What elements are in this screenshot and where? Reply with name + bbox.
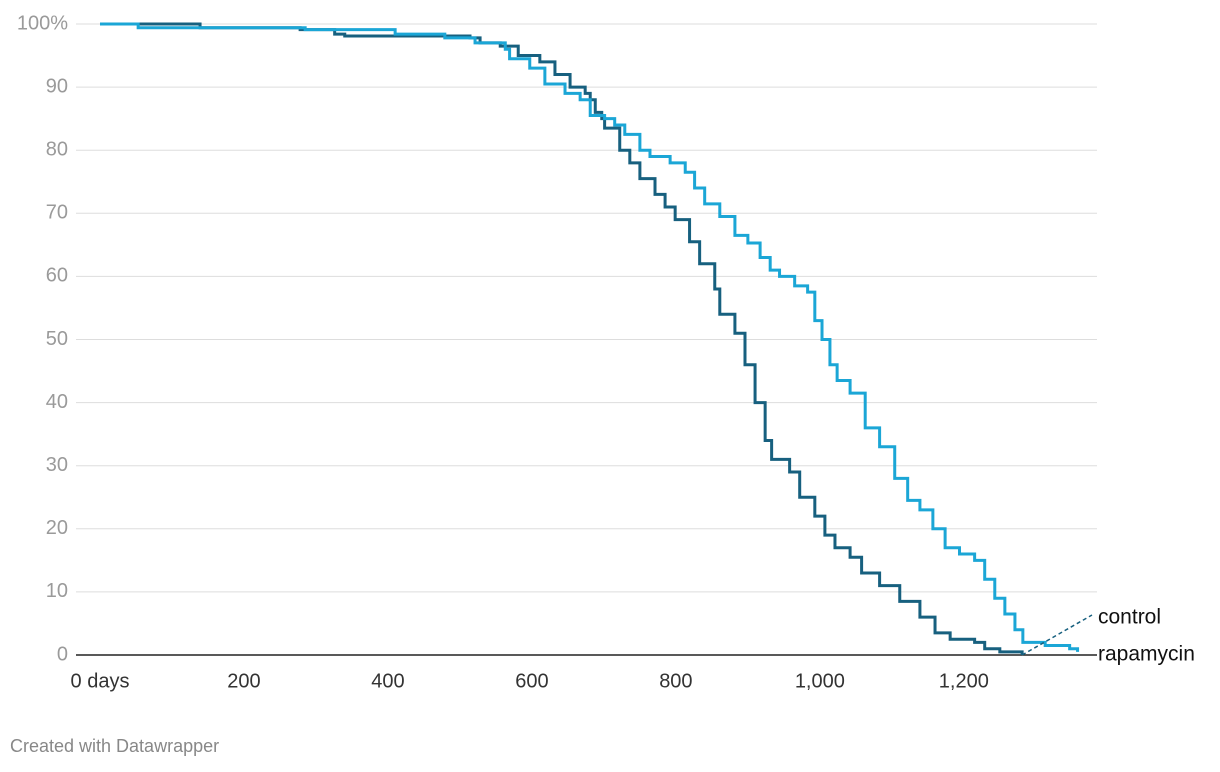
- label-leader: [1021, 614, 1093, 656]
- y-tick-label: 0: [57, 643, 68, 665]
- y-tick-label: 60: [46, 265, 68, 287]
- y-tick-label: 20: [46, 517, 68, 539]
- x-tick-label: 400: [371, 670, 404, 692]
- x-tick-label: 800: [659, 670, 692, 692]
- x-tick-label: 600: [515, 670, 548, 692]
- x-tick-label: 0 days: [71, 670, 130, 692]
- x-tick-label: 1,000: [795, 670, 845, 692]
- y-tick-label: 80: [46, 138, 68, 160]
- y-tick-label: 40: [46, 391, 68, 413]
- credit: Created with Datawrapper: [10, 736, 219, 756]
- y-tick-label: 30: [46, 454, 68, 476]
- x-tick-label: 200: [227, 670, 260, 692]
- y-tick-label: 10: [46, 580, 68, 602]
- x-tick-label: 1,200: [939, 670, 989, 692]
- series-line: [100, 22, 1024, 655]
- series-label: rapamycin: [1098, 643, 1195, 666]
- y-tick-label: 90: [46, 75, 68, 97]
- series-label: control: [1098, 606, 1161, 629]
- y-tick-label: 70: [46, 202, 68, 224]
- y-tick-label: 50: [46, 328, 68, 350]
- series-line: [100, 22, 1080, 652]
- y-tick-label: 100%: [17, 12, 68, 34]
